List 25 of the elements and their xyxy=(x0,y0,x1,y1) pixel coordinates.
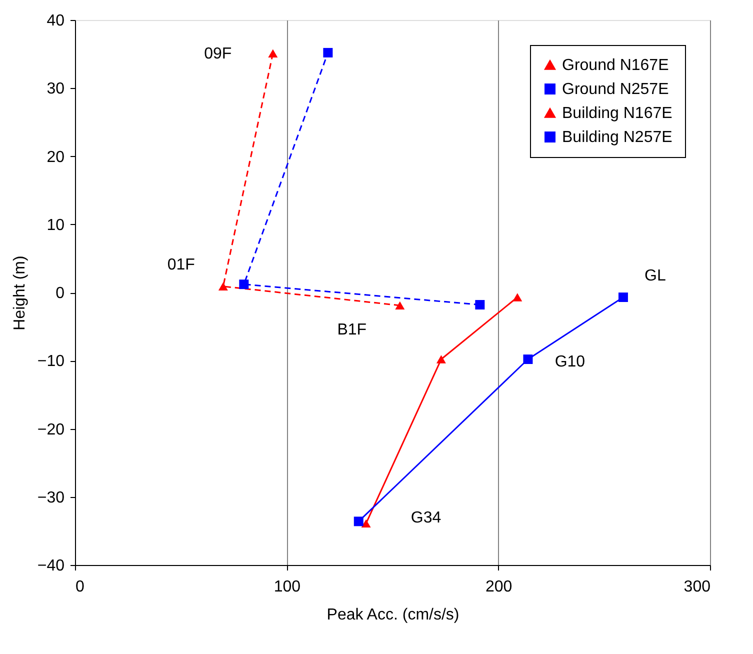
y-tick-label: 40 xyxy=(46,12,65,30)
x-tick-label: 300 xyxy=(684,578,711,596)
y-tick-label: 10 xyxy=(46,216,65,234)
legend-label: Building N167E xyxy=(562,105,672,122)
legend-label: Ground N167E xyxy=(562,57,669,74)
legend-label: Building N257E xyxy=(562,129,672,146)
y-axis-title: Height (m) xyxy=(11,256,28,330)
x-tick-label: 200 xyxy=(485,578,512,596)
annotation: G34 xyxy=(410,509,442,526)
y-tick-label: −40 xyxy=(37,558,65,574)
y-tick-label: 30 xyxy=(46,80,65,98)
legend-label: Ground N257E xyxy=(562,81,669,98)
annotation: B1F xyxy=(337,321,367,338)
annotation: 01F xyxy=(167,256,196,274)
y-tick-label: 20 xyxy=(46,148,65,166)
annotation: G10 xyxy=(554,353,586,370)
x-tick-label: 100 xyxy=(274,578,301,596)
annotation: GL xyxy=(644,267,666,284)
annotation: 09F xyxy=(204,45,232,62)
x-tick-label: 0 xyxy=(76,578,84,596)
y-tick-label: −30 xyxy=(37,489,65,506)
x-axis-title: Peak Acc. (cm/s/s) xyxy=(326,606,460,624)
y-tick-label: 0 xyxy=(56,285,65,302)
y-tick-label: −20 xyxy=(37,421,65,438)
y-tick-label: −10 xyxy=(37,353,65,370)
